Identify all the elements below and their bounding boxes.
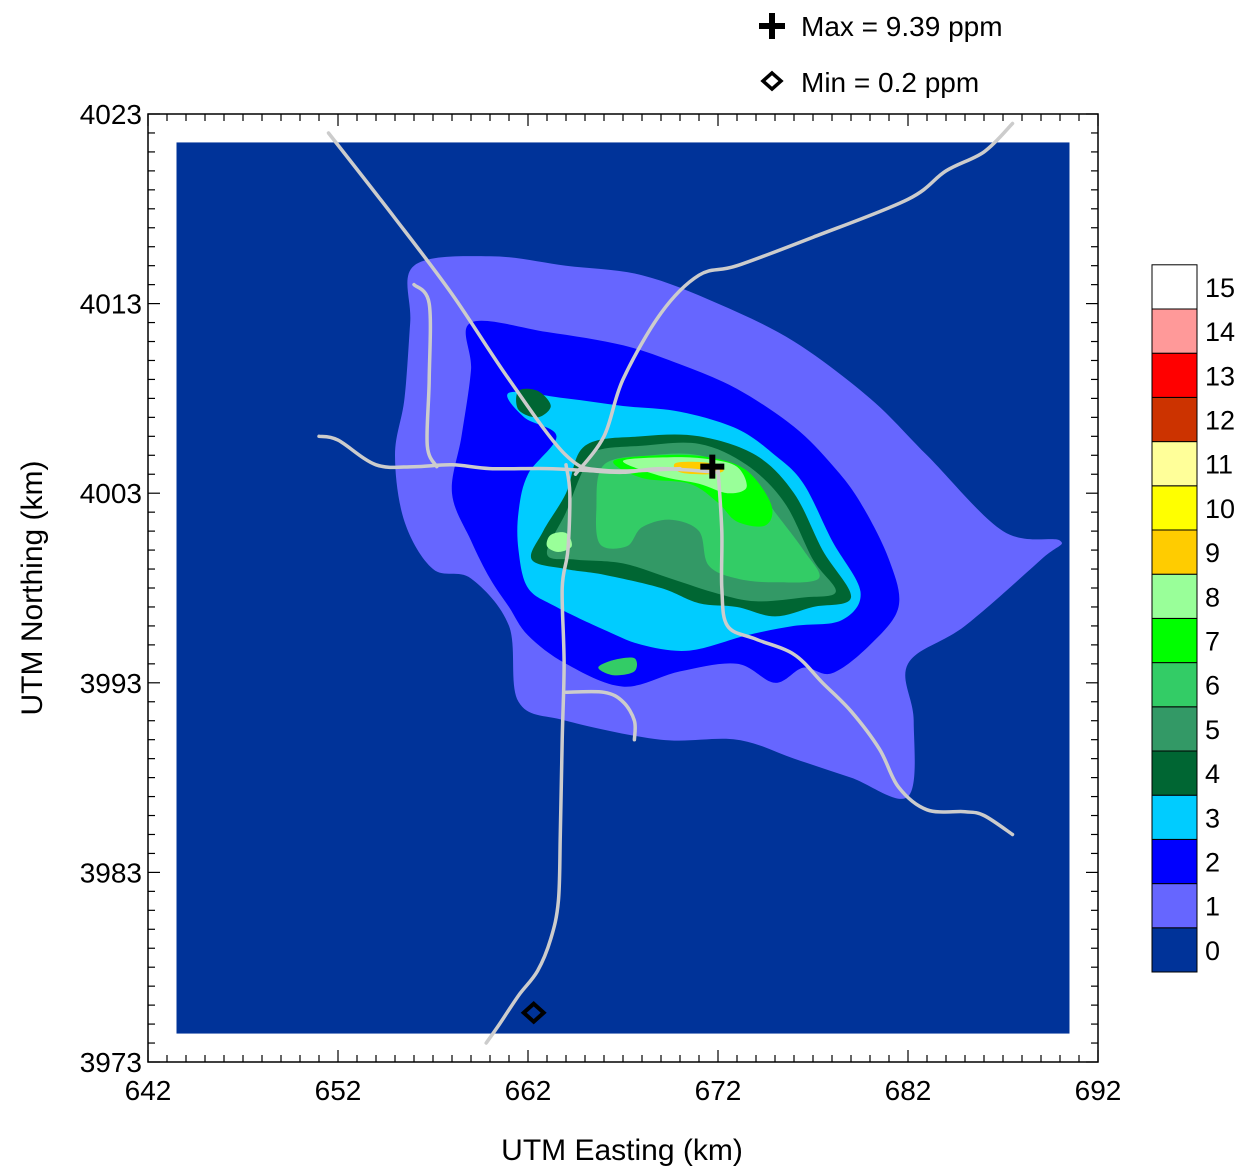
max-label: Max = 9.39 ppm bbox=[801, 11, 1003, 42]
x-tick-label: 692 bbox=[1075, 1075, 1122, 1106]
colorbar-swatch-12 bbox=[1151, 396, 1198, 443]
colorbar-label: 10 bbox=[1205, 494, 1235, 524]
y-tick-label: 4013 bbox=[80, 289, 142, 320]
min-label: Min = 0.2 ppm bbox=[801, 67, 979, 98]
diamond-icon bbox=[760, 70, 784, 92]
colorbar-swatch-10 bbox=[1151, 485, 1198, 531]
colorbar-label: 5 bbox=[1205, 715, 1220, 745]
max-marker bbox=[700, 454, 725, 479]
colorbar-label: 2 bbox=[1205, 848, 1220, 878]
x-axis-title: UTM Easting (km) bbox=[501, 1134, 743, 1167]
road-line-4 bbox=[484, 463, 572, 1045]
y-tick-label: 3993 bbox=[80, 668, 142, 699]
contour-level-6-region-5 bbox=[595, 453, 820, 583]
colorbar-label: 14 bbox=[1205, 317, 1235, 347]
road-layer bbox=[317, 121, 1015, 1045]
colorbar-swatch-15 bbox=[1151, 264, 1198, 310]
x-tick-label: 642 bbox=[125, 1075, 172, 1106]
contour-level-5-region-7 bbox=[516, 388, 551, 418]
contour-level-6-region-6 bbox=[598, 657, 638, 676]
colorbar-swatch-11 bbox=[1151, 441, 1198, 487]
road-line-6 bbox=[716, 466, 1015, 837]
plus-icon bbox=[759, 13, 785, 39]
legend: Max = 9.39 ppm Min = 0.2 ppm bbox=[759, 11, 1003, 98]
colorbar-label: 7 bbox=[1205, 627, 1220, 657]
colorbar-swatch-13 bbox=[1151, 352, 1198, 398]
road-line-5 bbox=[564, 689, 637, 742]
colorbar-label: 8 bbox=[1205, 582, 1220, 612]
colorbar-swatch-2 bbox=[1151, 838, 1198, 885]
colorbar-swatch-9 bbox=[1151, 529, 1198, 575]
x-tick-label: 662 bbox=[505, 1075, 552, 1106]
colorbar-swatch-14 bbox=[1151, 308, 1198, 354]
colorbar-label: 0 bbox=[1205, 936, 1220, 966]
x-tick-label: 672 bbox=[695, 1075, 742, 1106]
colorbar-label: 9 bbox=[1205, 538, 1220, 568]
colorbar-swatch-0 bbox=[1151, 927, 1198, 973]
colorbar-label: 6 bbox=[1205, 671, 1220, 701]
x-tick-label: 682 bbox=[885, 1075, 932, 1106]
colorbar-label: 3 bbox=[1205, 803, 1220, 833]
colorbar-label: 13 bbox=[1205, 361, 1235, 391]
marker-layer bbox=[520, 454, 725, 1025]
colorbar-swatch-3 bbox=[1151, 794, 1198, 840]
colorbar-swatch-8 bbox=[1151, 573, 1198, 619]
colorbar-label: 11 bbox=[1205, 450, 1233, 480]
contour-level-8-region-10 bbox=[546, 532, 572, 552]
colorbar-label: 1 bbox=[1205, 892, 1220, 922]
y-tick-label: 3973 bbox=[80, 1047, 142, 1078]
road-line-3 bbox=[412, 282, 439, 469]
colorbar-label: 15 bbox=[1205, 273, 1235, 303]
colorbar-swatch-7 bbox=[1151, 617, 1198, 664]
colorbar-swatch-6 bbox=[1151, 662, 1198, 708]
y-tick-label: 3983 bbox=[80, 857, 142, 888]
colorbar-swatch-5 bbox=[1151, 706, 1198, 752]
colorbar-label: 12 bbox=[1205, 406, 1235, 436]
y-tick-label: 4023 bbox=[80, 99, 142, 130]
road-line-1 bbox=[573, 121, 1015, 476]
axes-frame: 642 652 662 672 682 692 3973 3983 3993 4003 4013 40… bbox=[80, 99, 1122, 1106]
colorbar-swatch-4 bbox=[1151, 750, 1198, 796]
min-marker bbox=[520, 1001, 547, 1025]
x-tick-label: 652 bbox=[315, 1075, 362, 1106]
y-tick-label: 4003 bbox=[80, 478, 142, 509]
colorbar-label: 4 bbox=[1205, 759, 1220, 789]
colorbar-swatch-1 bbox=[1151, 883, 1198, 929]
contour-layer bbox=[176, 142, 1070, 1034]
y-axis-title: UTM Northing (km) bbox=[16, 460, 49, 715]
road-line-2 bbox=[317, 434, 720, 475]
